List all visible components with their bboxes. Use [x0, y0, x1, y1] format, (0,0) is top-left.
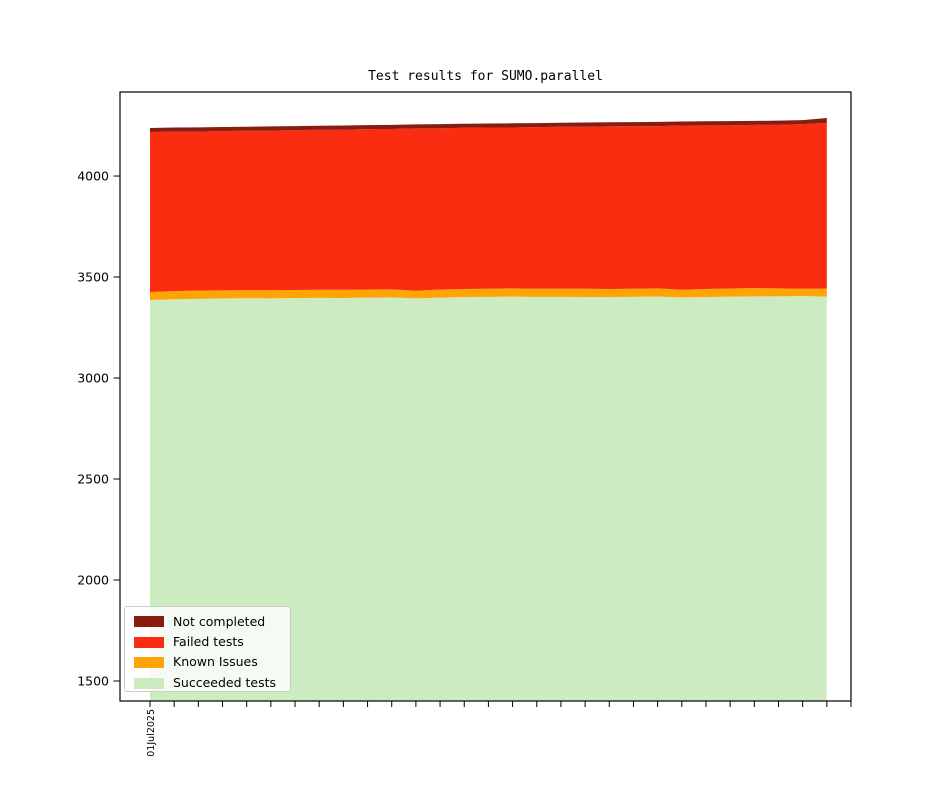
- area-known-issues: [150, 288, 827, 301]
- y-tick-label: 2500: [77, 472, 109, 487]
- chart-title: Test results for SUMO.parallel: [368, 69, 603, 84]
- x-tick-label: 01Jul2025: [146, 709, 157, 757]
- legend-item-known-issues: Known Issues: [134, 655, 290, 671]
- legend-label-failed-tests: Failed tests: [173, 634, 244, 650]
- legend-swatch-succeeded-tests: [134, 677, 164, 689]
- area-series-group: [150, 118, 827, 701]
- y-tick-label: 3500: [77, 270, 109, 285]
- legend-label-succeeded-tests: Succeeded tests: [173, 674, 277, 690]
- y-tick-label: 4000: [77, 169, 109, 184]
- axis-ticks-group: 1500 2000 2500 3000 3500 4000 01Jul2025: [77, 169, 852, 757]
- legend-item-succeeded-tests: Succeeded tests: [134, 675, 290, 691]
- legend-label-not-completed: Not completed: [173, 613, 266, 629]
- plot-frame: [119, 91, 852, 702]
- legend-swatch-failed-tests: [134, 636, 164, 648]
- y-tick-label: 1500: [77, 674, 109, 689]
- legend-swatch-known-issues: [134, 657, 164, 669]
- legend-item-not-completed: Not completed: [134, 614, 290, 630]
- legend-swatch-not-completed: [134, 616, 164, 628]
- legend-label-known-issues: Known Issues: [173, 654, 258, 670]
- area-failed-tests: [150, 122, 827, 292]
- area-succeeded-tests: [150, 296, 827, 701]
- legend: Not completed Failed tests Known Issues …: [124, 606, 291, 692]
- legend-item-failed-tests: Failed tests: [134, 634, 290, 650]
- y-tick-label: 3000: [77, 371, 109, 386]
- area-not-completed: [150, 118, 827, 132]
- y-tick-label: 2000: [77, 573, 109, 588]
